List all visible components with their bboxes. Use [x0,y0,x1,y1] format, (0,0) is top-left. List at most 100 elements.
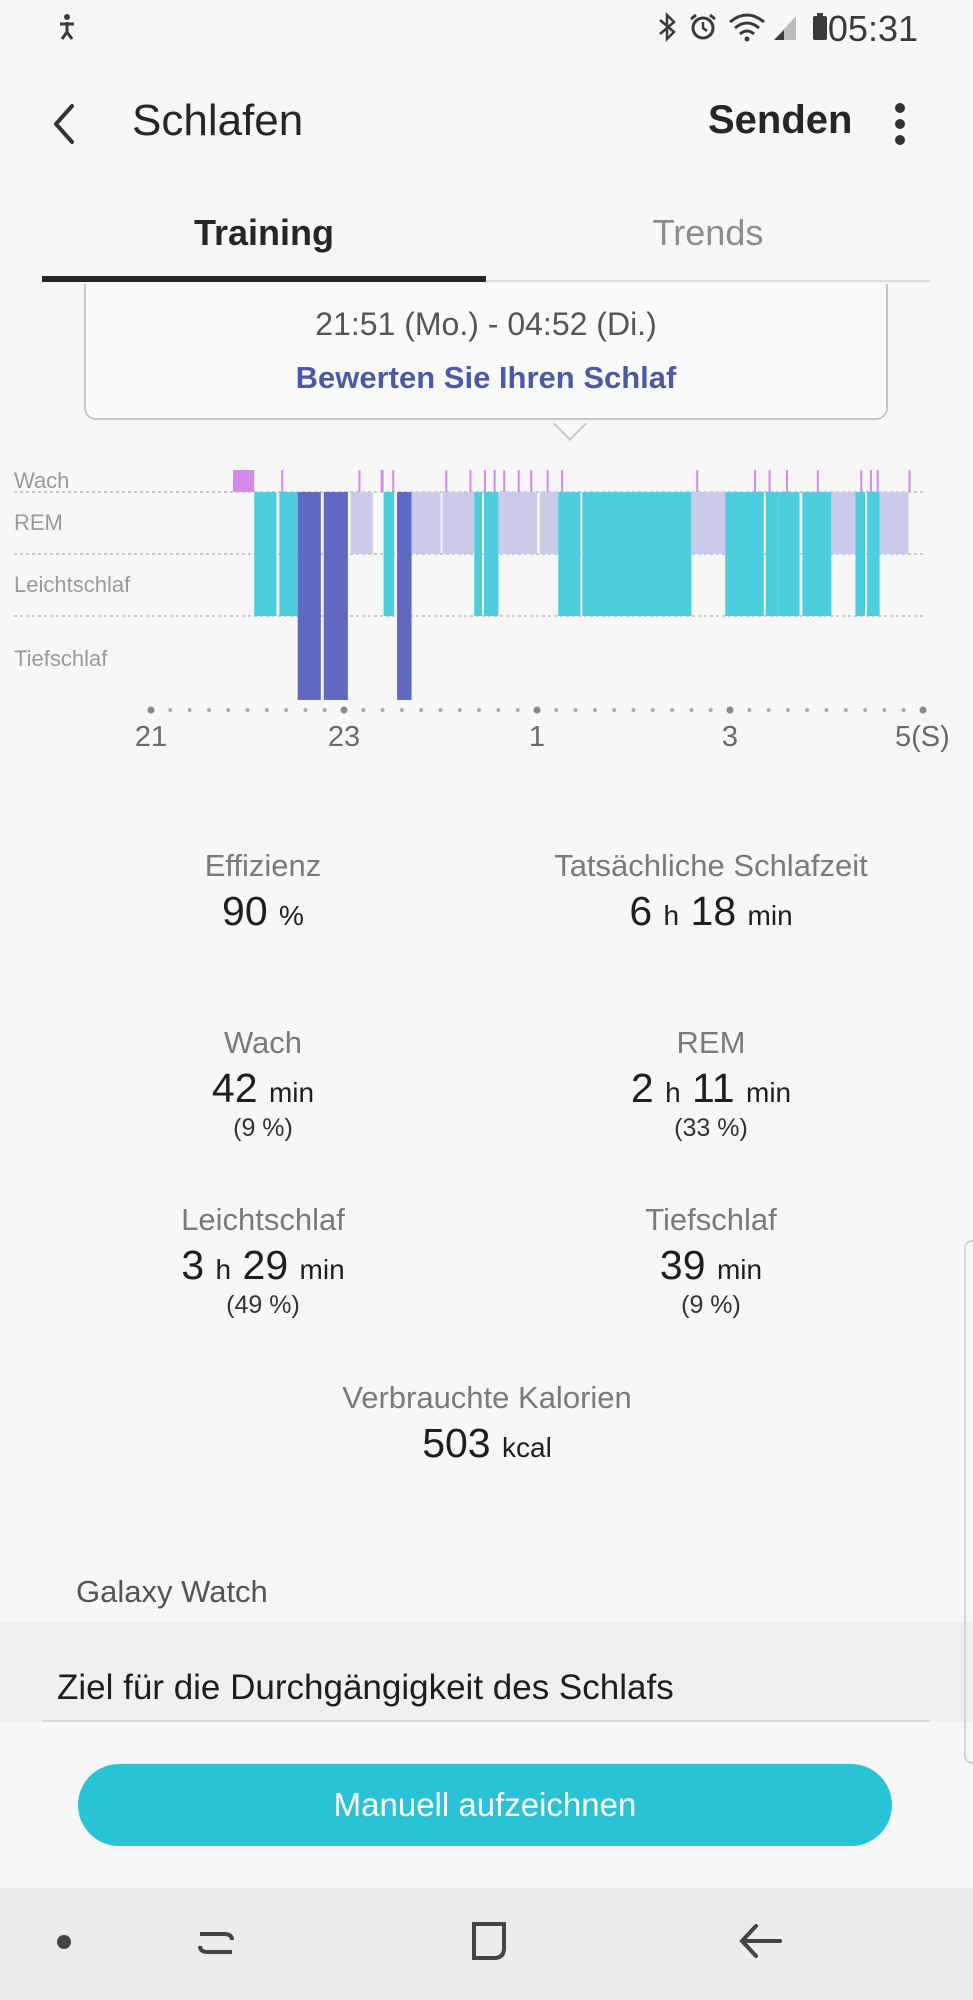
stat-title: Tiefschlaf [645,1202,777,1237]
device-label: Galaxy Watch [76,1574,268,1609]
goal-title[interactable]: Ziel für die Durchgängigkeit des Schlafs [57,1668,674,1707]
x-tick-label: 1 [529,721,545,753]
axis-dot [340,706,348,714]
axis-dot [361,708,366,712]
nav-back-icon[interactable] [736,1918,786,1964]
goal-section[interactable] [0,1622,973,1722]
axis-dot [477,708,482,712]
axis-dot [919,706,927,714]
back-button[interactable] [38,96,94,152]
stat-percent: (9 %) [233,1114,293,1142]
divider [42,1720,930,1722]
stat-efficiency: Effizienz 90 % [20,848,506,935]
sleep-segment [350,492,373,554]
stat-value: 90 % [222,888,304,934]
sleep-time-range: 21:51 (Mo.) - 04:52 (Di.) [315,306,657,342]
sleep-segment [539,492,559,554]
sleep-segment [279,492,298,616]
battery-icon [813,13,827,40]
wake-blip [754,470,757,492]
axis-dot [399,708,404,712]
axis-dot [264,708,269,712]
sleep-segment [474,492,482,616]
sleep-segment [411,492,441,554]
status-bar: 05:31 [0,0,973,58]
sleep-segment [442,492,475,554]
record-manually-button[interactable]: Manuell aufzeichnen [78,1764,892,1846]
home-icon[interactable] [466,1918,512,1964]
sleep-segment [380,470,384,492]
stat-title: Leichtschlaf [181,1202,345,1237]
stat-title: Effizienz [204,848,322,883]
wake-blip [493,470,496,492]
recent-apps-icon[interactable] [194,1920,240,1966]
wake-blip [392,470,395,492]
scroll-handle[interactable] [964,1240,973,1764]
wake-blip [696,470,699,492]
stat-value: 3 h 29 min [181,1242,345,1288]
axis-dot [245,708,250,712]
axis-dot [708,708,713,712]
sleep-segment [831,492,856,554]
sleep-segment [582,492,692,616]
axis-dot [592,708,597,712]
sleep-segment [725,492,764,616]
send-button[interactable]: Senden [708,98,853,142]
wake-blip [561,470,564,492]
x-tick-label: 23 [328,721,360,753]
rate-sleep-link[interactable]: Bewerten Sie Ihren Schlaf [295,360,677,395]
tab-trends[interactable]: Trends [652,212,764,253]
wifi-icon [729,13,765,42]
axis-dot [303,708,308,712]
stat-value: 503 kcal [422,1420,552,1466]
sleep-segment [855,492,866,616]
axis-dot [863,708,868,712]
sleep-segment [498,492,537,554]
stat-value: 42 min [211,1065,315,1111]
stat-light-sleep: Leichtschlaf 3 h 29 min (49 %) [20,1202,506,1320]
stat-percent: (33 %) [674,1114,748,1142]
wake-blip [785,470,788,492]
stage-label: Leichtschlaf [14,572,131,597]
wake-blip [281,470,284,492]
x-tick-label: 21 [135,721,167,753]
sleep-segment [558,492,581,616]
axis-dot [284,708,289,712]
axis-dot [882,708,887,712]
wake-blip [517,470,520,492]
stage-label: Wach [14,468,69,493]
page-title: Schlafen [132,96,304,145]
sleep-segment [383,492,395,616]
tab-indicator [42,276,486,282]
sleep-segment [691,492,726,554]
nav-dot-icon[interactable] [52,1930,76,1954]
stat-calories: Verbrauchte Kalorien 503 kcal [244,1380,730,1467]
axis-dot [457,708,462,712]
wake-blip [768,470,771,492]
more-options-button[interactable] [876,96,924,152]
axis-dot [650,708,655,712]
tab-divider [486,280,930,282]
signal-icon [774,16,796,40]
sleep-segment [254,492,277,616]
axis-dot [533,706,541,714]
axis-dot [380,708,385,712]
stat-title: Tatsächliche Schlafzeit [554,848,868,883]
stat-percent: (49 %) [226,1291,300,1319]
tab-training[interactable]: Training [193,212,334,253]
stat-percent: (9 %) [681,1291,741,1319]
stat-title: Wach [223,1025,303,1060]
stat-value: 2 h 11 min [630,1065,792,1111]
stat-title: REM [676,1025,746,1060]
sleep-segment [233,470,255,492]
wake-blip [816,470,819,492]
axis-dot [438,708,443,712]
axis-dot [206,708,211,712]
axis-dot [573,708,578,712]
wake-blip [469,470,472,492]
sleep-segment [483,492,499,616]
sleep-segment [297,492,321,700]
wake-blip [445,470,448,492]
axis-dot [168,708,173,712]
back-arrow-icon [54,104,74,144]
